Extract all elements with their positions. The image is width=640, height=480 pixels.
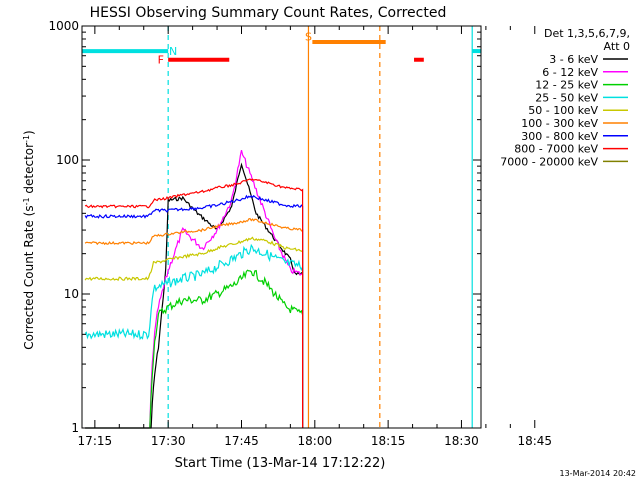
legend-label: 25 - 50 keV — [535, 91, 598, 104]
x-tick-label: 18:30 — [444, 434, 479, 448]
y-tick-label: 1 — [71, 421, 79, 435]
footer-date: 13-Mar-2014 20:42 — [560, 469, 637, 478]
x-tick-label: 17:15 — [78, 434, 113, 448]
series-line-800-7000-kev — [84, 178, 304, 428]
series-line-100-300-kev — [84, 217, 304, 428]
series-line-3-6-kev — [85, 162, 304, 429]
legend-label: 300 - 800 keV — [521, 130, 598, 143]
legend-label: 6 - 12 keV — [542, 66, 598, 79]
chart-title: HESSI Observing Summary Count Rates, Cor… — [90, 5, 447, 21]
legend-label: 800 - 7000 keV — [514, 143, 598, 156]
legend-label: 50 - 100 keV — [528, 104, 598, 117]
legend-header-line-2: Att 0 — [604, 40, 630, 53]
flag-label-F: F — [158, 54, 164, 67]
plot-frame — [81, 25, 482, 429]
x-tick-label: 18:00 — [298, 434, 333, 448]
x-tick-label: 17:30 — [151, 434, 186, 448]
series-line-300-800-kev — [84, 194, 304, 428]
x-tick-label: 18:15 — [371, 434, 406, 448]
flag-label-S: S — [305, 30, 312, 43]
legend-label: 12 - 25 keV — [535, 79, 598, 92]
legend-header-line-1: Det 1,3,5,6,7,9, — [544, 27, 630, 40]
x-tick-label: 18:45 — [517, 434, 552, 448]
series-line-25-50-kev — [84, 243, 304, 428]
y-tick-label: 10 — [64, 287, 79, 301]
legend-label: 3 - 6 keV — [549, 53, 598, 66]
legend-label: 7000 - 20000 keV — [500, 155, 598, 168]
x-tick-label: 17:45 — [224, 434, 259, 448]
x-axis-label: Start Time (13-Mar-14 17:12:22) — [175, 456, 386, 471]
y-tick-label: 1000 — [48, 19, 79, 33]
series-line-12-25-kev — [85, 269, 304, 429]
legend-label: 100 - 300 keV — [521, 117, 598, 130]
y-axis-label: Corrected Count Rate (s-1 detector-1) — [22, 130, 37, 349]
y-tick-label: 100 — [56, 153, 79, 167]
series-line-50-100-kev — [84, 236, 304, 428]
flag-label-N: N — [169, 45, 177, 58]
